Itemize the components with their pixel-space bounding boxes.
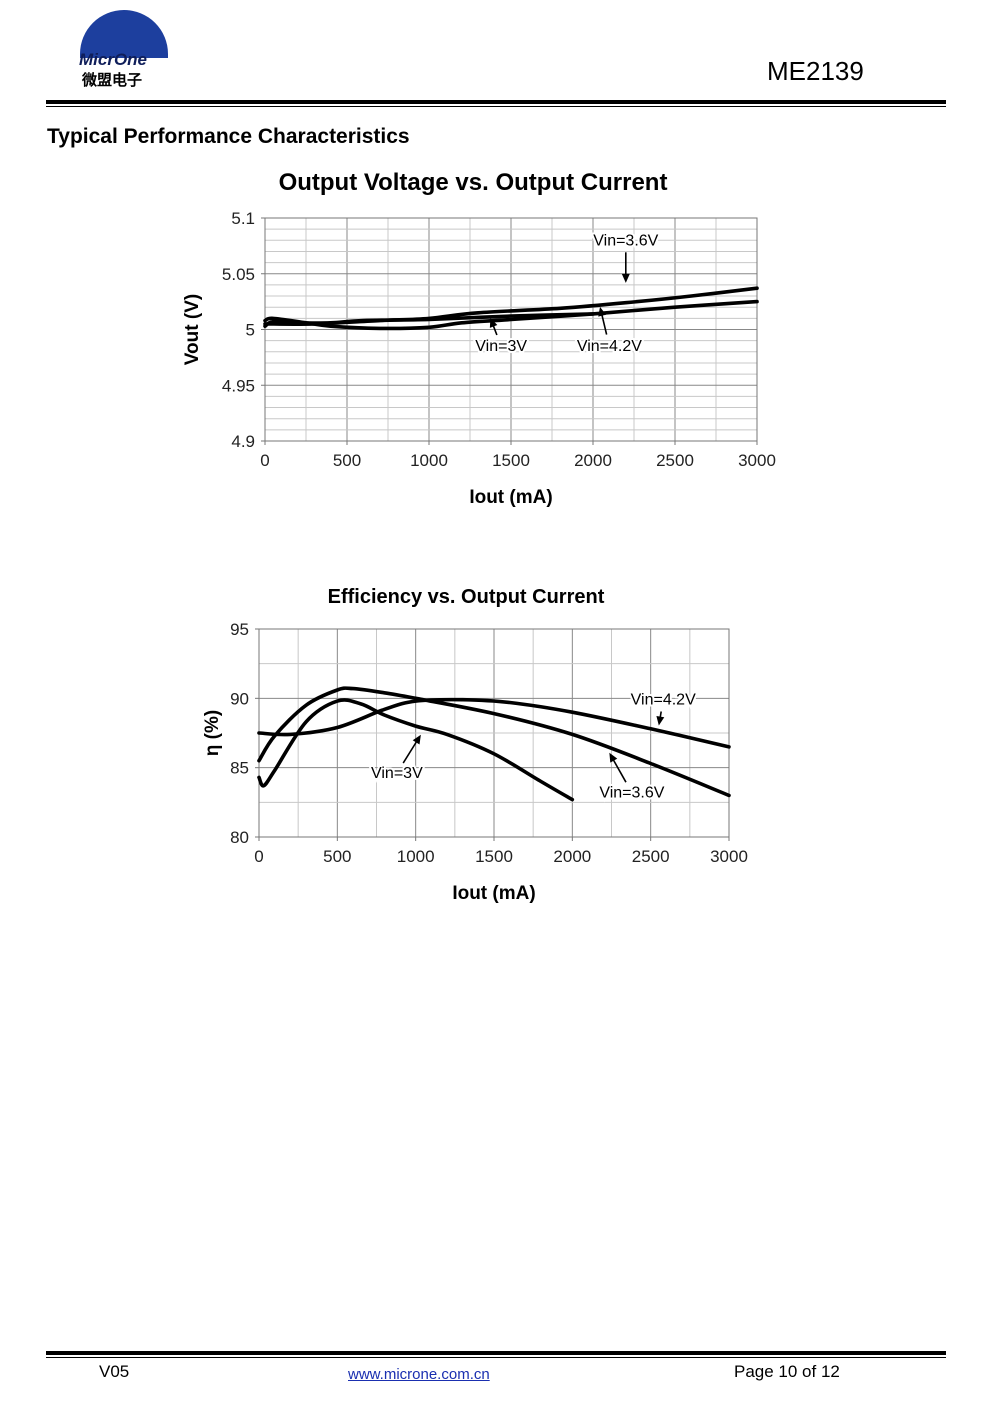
series-line-vin-4-2v (263, 286, 759, 326)
document-id: ME2139 (767, 56, 864, 86)
header-rule-thin (46, 106, 946, 107)
x-tick-label: 2000 (553, 847, 591, 866)
x-tick-label: 1500 (475, 847, 513, 866)
output-voltage-chart: Output Voltage vs. Output Current 0 500 100… (182, 169, 776, 508)
y-tick-label: 4.95 (222, 376, 255, 395)
y-tick-label: 5.1 (231, 209, 255, 228)
x-axis-label: Iout (mA) (469, 487, 552, 508)
section-title: Typical Performance Characteristics (47, 125, 410, 148)
annotation-label-vin-4-2v: Vin=4.2V (631, 692, 696, 709)
x-tick-label: 500 (333, 451, 361, 470)
chart-title: Efficiency vs. Output Current (328, 586, 605, 608)
series-line-vin-3v (257, 698, 575, 802)
footer-rule-thin (46, 1357, 946, 1358)
annotation-label-vin-3v: Vin=3V (371, 765, 423, 782)
annotation-arrowhead-vin-3-6v (609, 752, 618, 763)
annotation-arrow-vin-3-6v (612, 758, 627, 783)
x-tick-label: 1000 (397, 847, 435, 866)
y-tick-label: 90 (230, 689, 249, 708)
footer-rule-thick (46, 1351, 946, 1355)
y-tick-label: 5.05 (222, 265, 255, 284)
x-tick-label: 3000 (710, 847, 748, 866)
annotation-label-vin-3v: Vin=3V (475, 338, 527, 355)
y-tick-label: 80 (230, 828, 249, 847)
series-line-vin-4-2v (257, 697, 731, 749)
x-tick-label: 1000 (410, 451, 448, 470)
annotation-label-vin-4-2v: Vin=4.2V (577, 338, 642, 355)
header-rule-thick (46, 100, 946, 104)
x-tick-label: 1500 (492, 451, 530, 470)
x-tick-label: 0 (260, 451, 269, 470)
microne-logo: MicrOne 微盟电子 (79, 10, 168, 89)
series-line-vin-3-6v (263, 299, 759, 331)
annotation-arrowhead-vin-4-2v (598, 306, 607, 317)
x-tick-label: 0 (254, 847, 263, 866)
y-tick-label: 4.9 (231, 432, 255, 451)
annotation-arrowhead-vin-3-6v (621, 273, 630, 283)
annotation-label-vin-3-6v: Vin=3.6V (593, 232, 658, 249)
logo-text-en: MicrOne (79, 50, 147, 69)
y-tick-label: 85 (230, 759, 249, 778)
x-tick-label: 2000 (574, 451, 612, 470)
annotation-label-vin-3-6v: Vin=3.6V (599, 785, 664, 802)
x-tick-label: 2500 (656, 451, 694, 470)
annotation-arrowhead-vin-3v (489, 317, 498, 328)
x-axis-label: Iout (mA) (452, 883, 535, 904)
efficiency-chart: Efficiency vs. Output Current 0 500 1000 150… (202, 586, 748, 904)
series-line-vin-3-6v (257, 686, 731, 798)
footer-page-number: Page 10 of 12 (734, 1362, 840, 1381)
chart-title: Output Voltage vs. Output Current (279, 169, 668, 196)
annotation-arrow-vin-3v (402, 740, 418, 764)
footer-version: V05 (99, 1362, 130, 1381)
y-tick-label: 5 (246, 321, 255, 340)
annotation-arrow-vin-4-2v (600, 313, 608, 335)
x-tick-label: 500 (323, 847, 351, 866)
x-tick-label: 2500 (632, 847, 670, 866)
y-axis-label: η (%) (202, 710, 223, 756)
annotation-arrowhead-vin-4-2v (656, 715, 665, 726)
y-tick-label: 95 (230, 620, 249, 639)
annotation-arrowhead-vin-3v (412, 734, 421, 745)
logo-text-cn: 微盟电子 (81, 71, 142, 89)
footer-website-link[interactable]: www.microne.com.cn (348, 1366, 490, 1383)
y-axis-label: Vout (V) (182, 294, 203, 365)
x-tick-label: 3000 (738, 451, 776, 470)
